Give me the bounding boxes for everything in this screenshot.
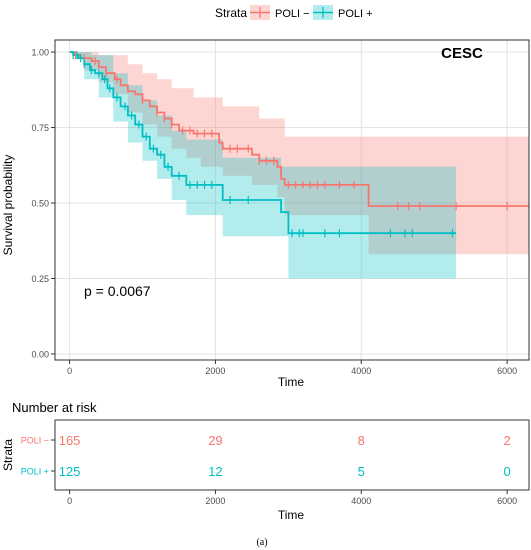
legend-key-poli-minus bbox=[250, 5, 270, 20]
p-value: p = 0.0067 bbox=[84, 283, 151, 299]
risk-row-label: POLI + bbox=[21, 467, 49, 477]
legend-label-poli-plus: POLI + bbox=[338, 8, 373, 20]
risk-count: 125 bbox=[59, 464, 81, 479]
legend-title: Strata bbox=[215, 6, 247, 20]
y-tick-label: 0.25 bbox=[31, 274, 49, 284]
risk-x-tick-label: 6000 bbox=[497, 496, 517, 506]
x-axis-title: Time bbox=[278, 375, 305, 389]
x-tick-label: 4000 bbox=[351, 366, 371, 376]
risk-count: 8 bbox=[358, 433, 365, 448]
risk-count: 12 bbox=[208, 464, 222, 479]
y-tick-label: 0.50 bbox=[31, 199, 49, 209]
x-tick-label: 6000 bbox=[497, 366, 517, 376]
risk-table-y-title: Strata bbox=[1, 439, 15, 471]
panel-label: CESC bbox=[441, 45, 483, 62]
y-tick-label: 0.75 bbox=[31, 123, 49, 133]
x-tick-label: 0 bbox=[67, 366, 72, 376]
risk-x-tick-label: 2000 bbox=[205, 496, 225, 506]
y-tick-label: 0.00 bbox=[31, 349, 49, 359]
risk-x-tick-label: 4000 bbox=[351, 496, 371, 506]
figure-caption: (a) bbox=[256, 537, 267, 548]
x-tick-label: 2000 bbox=[205, 366, 225, 376]
legend-key-poli-plus bbox=[313, 5, 333, 20]
risk-count: 0 bbox=[504, 464, 511, 479]
x-axis: 0 2000 4000 6000 bbox=[67, 360, 517, 376]
y-axis-title: Survival probability bbox=[1, 155, 15, 256]
risk-count: 165 bbox=[59, 433, 81, 448]
risk-table-panel bbox=[55, 420, 529, 490]
y-axis: 0.00 0.25 0.50 0.75 1.00 bbox=[31, 48, 55, 360]
risk-table-title: Number at risk bbox=[12, 400, 97, 415]
risk-count: 2 bbox=[504, 433, 511, 448]
risk-count: 5 bbox=[358, 464, 365, 479]
risk-count: 29 bbox=[208, 433, 222, 448]
risk-table-x-title: Time bbox=[278, 508, 305, 522]
risk-x-tick-label: 0 bbox=[67, 496, 72, 506]
risk-row-label: POLI − bbox=[21, 436, 49, 446]
legend-label-poli-minus: POLI − bbox=[275, 8, 310, 20]
y-tick-label: 1.00 bbox=[31, 48, 49, 58]
legend: Strata POLI − POLI + bbox=[215, 5, 373, 20]
